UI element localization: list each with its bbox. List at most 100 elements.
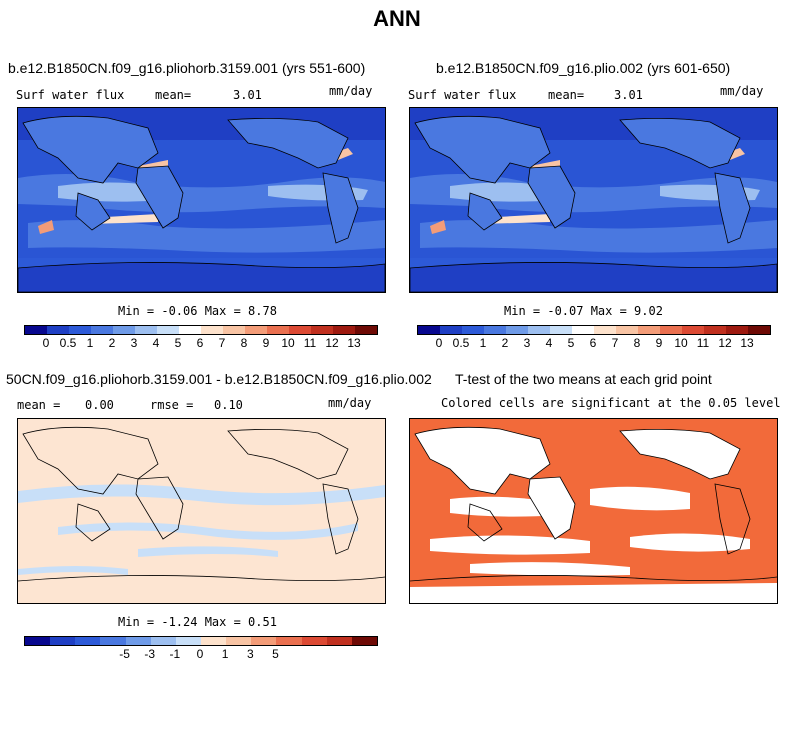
colorbar-swatch xyxy=(47,326,69,334)
colorbar-tick-label: 11 xyxy=(696,336,710,350)
colorbar-swatch xyxy=(179,326,201,334)
colorbar-tick-label: 7 xyxy=(611,336,619,350)
colorbar-swatch xyxy=(326,637,352,645)
colorbar-tick-label: 0 xyxy=(42,336,50,350)
colorbar-swatch xyxy=(440,326,462,334)
panel2-mean-value: 3.01 xyxy=(614,88,643,102)
colorbar-tick-label: -3 xyxy=(144,647,156,661)
colorbar-swatch xyxy=(726,326,748,334)
colorbar-tick-label: 7 xyxy=(218,336,226,350)
colorbar-swatch xyxy=(226,637,252,645)
panel2-mean-label: mean= xyxy=(548,88,585,102)
panel2-minmax: Min = -0.07 Max = 9.02 xyxy=(504,304,663,318)
panel3-colorbar xyxy=(24,636,378,646)
colorbar-swatch xyxy=(506,326,528,334)
colorbar-swatch xyxy=(135,326,157,334)
colorbar-swatch xyxy=(616,326,638,334)
colorbar-tick-label: 6 xyxy=(589,336,597,350)
panel3-colorbar-ticks: -5 -3 -1 0 1 3 5 xyxy=(24,647,376,663)
colorbar-tick-label: 3 xyxy=(523,336,531,350)
panel3-mean-label: mean = xyxy=(17,398,61,412)
colorbar-swatch xyxy=(748,326,770,334)
colorbar-swatch xyxy=(660,326,682,334)
panel2-colorbar-ticks: 0 0.5 1 2 3 4 5 6 7 8 9 10 11 12 13 xyxy=(417,336,769,352)
colorbar-tick-label: 4 xyxy=(152,336,160,350)
colorbar-swatch xyxy=(594,326,616,334)
panel1-title: b.e12.B1850CN.f09_g16.pliohorb.3159.001 … xyxy=(8,60,366,76)
colorbar-swatch xyxy=(223,326,245,334)
colorbar-tick-label: 12 xyxy=(325,336,339,350)
panel3-mean-value: 0.00 xyxy=(85,398,114,412)
colorbar-swatch xyxy=(638,326,660,334)
panel3-rmse-label: rmse = xyxy=(150,398,194,412)
colorbar-swatch xyxy=(484,326,506,334)
colorbar-swatch xyxy=(25,326,47,334)
colorbar-tick-label: 2 xyxy=(501,336,509,350)
colorbar-tick-label: 3 xyxy=(130,336,138,350)
colorbar-swatch xyxy=(245,326,267,334)
colorbar-tick-label: 13 xyxy=(347,336,361,350)
panel3-title: 50CN.f09_g16.pliohorb.3159.001 - b.e12.B… xyxy=(6,371,432,387)
colorbar-swatch xyxy=(289,326,311,334)
colorbar-tick-label: 8 xyxy=(240,336,248,350)
colorbar-tick-label: 0.5 xyxy=(452,336,470,350)
colorbar-swatch xyxy=(528,326,550,334)
colorbar-tick-label: 1 xyxy=(86,336,94,350)
season-title: ANN xyxy=(373,6,421,31)
panel1-mean-value: 3.01 xyxy=(233,88,262,102)
colorbar-swatch xyxy=(418,326,440,334)
colorbar-swatch xyxy=(157,326,179,334)
colorbar-tick-label: 9 xyxy=(262,336,270,350)
colorbar-swatch xyxy=(25,637,51,645)
colorbar-swatch xyxy=(91,326,113,334)
colorbar-tick-label: 1 xyxy=(479,336,487,350)
colorbar-swatch xyxy=(251,637,277,645)
panel3-map xyxy=(17,418,386,604)
colorbar-swatch xyxy=(200,637,227,645)
colorbar-swatch xyxy=(311,326,333,334)
panel4-title: T-test of the two means at each grid poi… xyxy=(455,371,712,387)
panel1-minmax: Min = -0.06 Max = 8.78 xyxy=(118,304,277,318)
panel1-units: mm/day xyxy=(329,84,373,98)
panel2-variable: Surf water flux xyxy=(408,88,517,102)
colorbar-swatch xyxy=(100,637,126,645)
colorbar-tick-label: 5 xyxy=(272,647,279,661)
panel2-units: mm/day xyxy=(720,84,764,98)
colorbar-tick-label: 0.5 xyxy=(59,336,77,350)
panel2-title: b.e12.B1850CN.f09_g16.plio.002 (yrs 601-… xyxy=(436,60,731,76)
colorbar-tick-label: 5 xyxy=(174,336,182,350)
colorbar-swatch xyxy=(276,637,302,645)
colorbar-tick-label: 1 xyxy=(221,647,229,661)
panel3-minmax: Min = -1.24 Max = 0.51 xyxy=(118,615,277,629)
colorbar-tick-label: 6 xyxy=(196,336,204,350)
colorbar-swatch xyxy=(704,326,726,334)
colorbar-swatch xyxy=(682,326,704,334)
colorbar-tick-label: 0 xyxy=(435,336,443,350)
colorbar-swatch xyxy=(175,637,201,645)
colorbar-swatch xyxy=(572,326,594,334)
colorbar-tick-label: 3 xyxy=(246,647,254,661)
colorbar-tick-label: -1 xyxy=(169,647,181,661)
panel1-mean-label: mean= xyxy=(155,88,192,102)
colorbar-tick-label: 5 xyxy=(567,336,575,350)
panel1-map xyxy=(17,107,386,293)
colorbar-swatch xyxy=(333,326,355,334)
colorbar-swatch xyxy=(50,637,76,645)
colorbar-tick-label: 4 xyxy=(545,336,553,350)
colorbar-tick-label: 13 xyxy=(740,336,754,350)
colorbar-tick-label: 11 xyxy=(303,336,317,350)
colorbar-swatch xyxy=(267,326,289,334)
colorbar-swatch xyxy=(150,637,176,645)
colorbar-swatch xyxy=(301,637,327,645)
colorbar-swatch xyxy=(355,326,377,334)
colorbar-tick-label: 2 xyxy=(108,336,116,350)
colorbar-tick-label: 8 xyxy=(633,336,641,350)
panel4-map xyxy=(409,418,778,604)
colorbar-swatch xyxy=(201,326,223,334)
colorbar-swatch xyxy=(550,326,572,334)
panel2-colorbar xyxy=(417,325,771,335)
panel1-colorbar xyxy=(24,325,378,335)
colorbar-swatch xyxy=(69,326,91,334)
colorbar-tick-label: 12 xyxy=(718,336,732,350)
panel1-colorbar-ticks: 0 0.5 1 2 3 4 5 6 7 8 9 10 11 12 13 xyxy=(24,336,376,352)
